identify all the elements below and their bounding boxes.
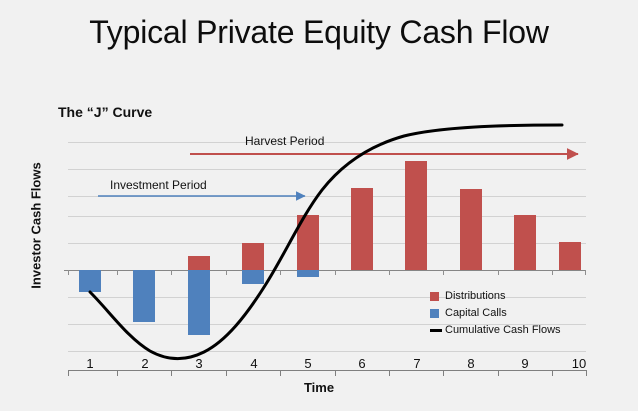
- gridline: [68, 351, 586, 352]
- x-axis-label-1: 1: [86, 356, 94, 371]
- x-axis-tick: [171, 370, 172, 376]
- bar-capital-calls-2: [133, 270, 155, 322]
- x-axis-label-10: 10: [571, 356, 587, 371]
- x-axis-tick: [226, 370, 227, 376]
- axis-tick: [68, 270, 69, 275]
- legend-label-cumulative: Cumulative Cash Flows: [445, 324, 561, 336]
- gridline: [68, 142, 586, 143]
- legend-label-capital-calls: Capital Calls: [445, 307, 507, 319]
- x-axis-label-8: 8: [467, 356, 475, 371]
- gridline: [68, 243, 586, 244]
- x-axis-label-6: 6: [358, 356, 366, 371]
- bar-distributions-8: [460, 189, 482, 270]
- legend-item-capital-calls: Capital Calls: [430, 305, 561, 322]
- chart-legend: Distributions Capital Calls Cumulative C…: [430, 288, 561, 339]
- axis-tick: [171, 270, 172, 275]
- legend-swatch-distributions-icon: [430, 292, 439, 301]
- x-axis-tick: [280, 370, 281, 376]
- bar-capital-calls-4: [242, 270, 264, 284]
- x-axis-label-5: 5: [304, 356, 312, 371]
- gridline: [68, 169, 586, 170]
- bar-distributions-9: [514, 215, 536, 270]
- bar-distributions-7: [405, 161, 427, 270]
- axis-tick: [280, 270, 281, 275]
- axis-tick: [117, 270, 118, 275]
- harvest-period-label: Harvest Period: [245, 134, 325, 148]
- x-axis-label-2: 2: [141, 356, 149, 371]
- chart-subtitle: The “J” Curve: [58, 104, 153, 120]
- legend-item-distributions: Distributions: [430, 288, 561, 305]
- x-axis-tick: [552, 370, 553, 376]
- axis-tick: [226, 270, 227, 275]
- x-axis-label-3: 3: [195, 356, 203, 371]
- x-axis-tick: [586, 370, 587, 376]
- x-axis-tick: [68, 370, 69, 376]
- x-axis-label-7: 7: [413, 356, 421, 371]
- bar-capital-calls-1: [79, 270, 101, 292]
- bar-distributions-4: [242, 243, 264, 270]
- x-axis-tick: [443, 370, 444, 376]
- legend-label-distributions: Distributions: [445, 290, 506, 302]
- axis-tick: [498, 270, 499, 275]
- investment-period-label: Investment Period: [110, 178, 207, 192]
- axis-tick: [335, 270, 336, 275]
- axis-tick: [389, 270, 390, 275]
- x-axis-tick: [389, 370, 390, 376]
- x-axis-line: [68, 370, 586, 371]
- bar-distributions-3: [188, 256, 210, 270]
- x-axis-tick: [117, 370, 118, 376]
- axis-tick: [585, 270, 586, 275]
- bar-distributions-5: [297, 215, 319, 270]
- x-axis-label-9: 9: [521, 356, 529, 371]
- bar-capital-calls-5: [297, 270, 319, 277]
- gridline: [68, 216, 586, 217]
- axis-tick: [552, 270, 553, 275]
- bar-capital-calls-3: [188, 270, 210, 335]
- x-axis-tick: [335, 370, 336, 376]
- x-axis-label-4: 4: [250, 356, 258, 371]
- x-axis-tick: [498, 370, 499, 376]
- bar-distributions-10: [559, 242, 581, 270]
- gridline: [68, 196, 586, 197]
- legend-swatch-cumulative-line-icon: [430, 329, 442, 332]
- page-title: Typical Private Equity Cash Flow: [89, 14, 549, 50]
- legend-item-cumulative: Cumulative Cash Flows: [430, 322, 561, 339]
- bar-distributions-6: [351, 188, 373, 270]
- x-axis-title: Time: [303, 380, 335, 395]
- legend-swatch-capital-calls-icon: [430, 309, 439, 318]
- axis-tick: [443, 270, 444, 275]
- y-axis-title: Investor Cash Flows: [28, 162, 44, 289]
